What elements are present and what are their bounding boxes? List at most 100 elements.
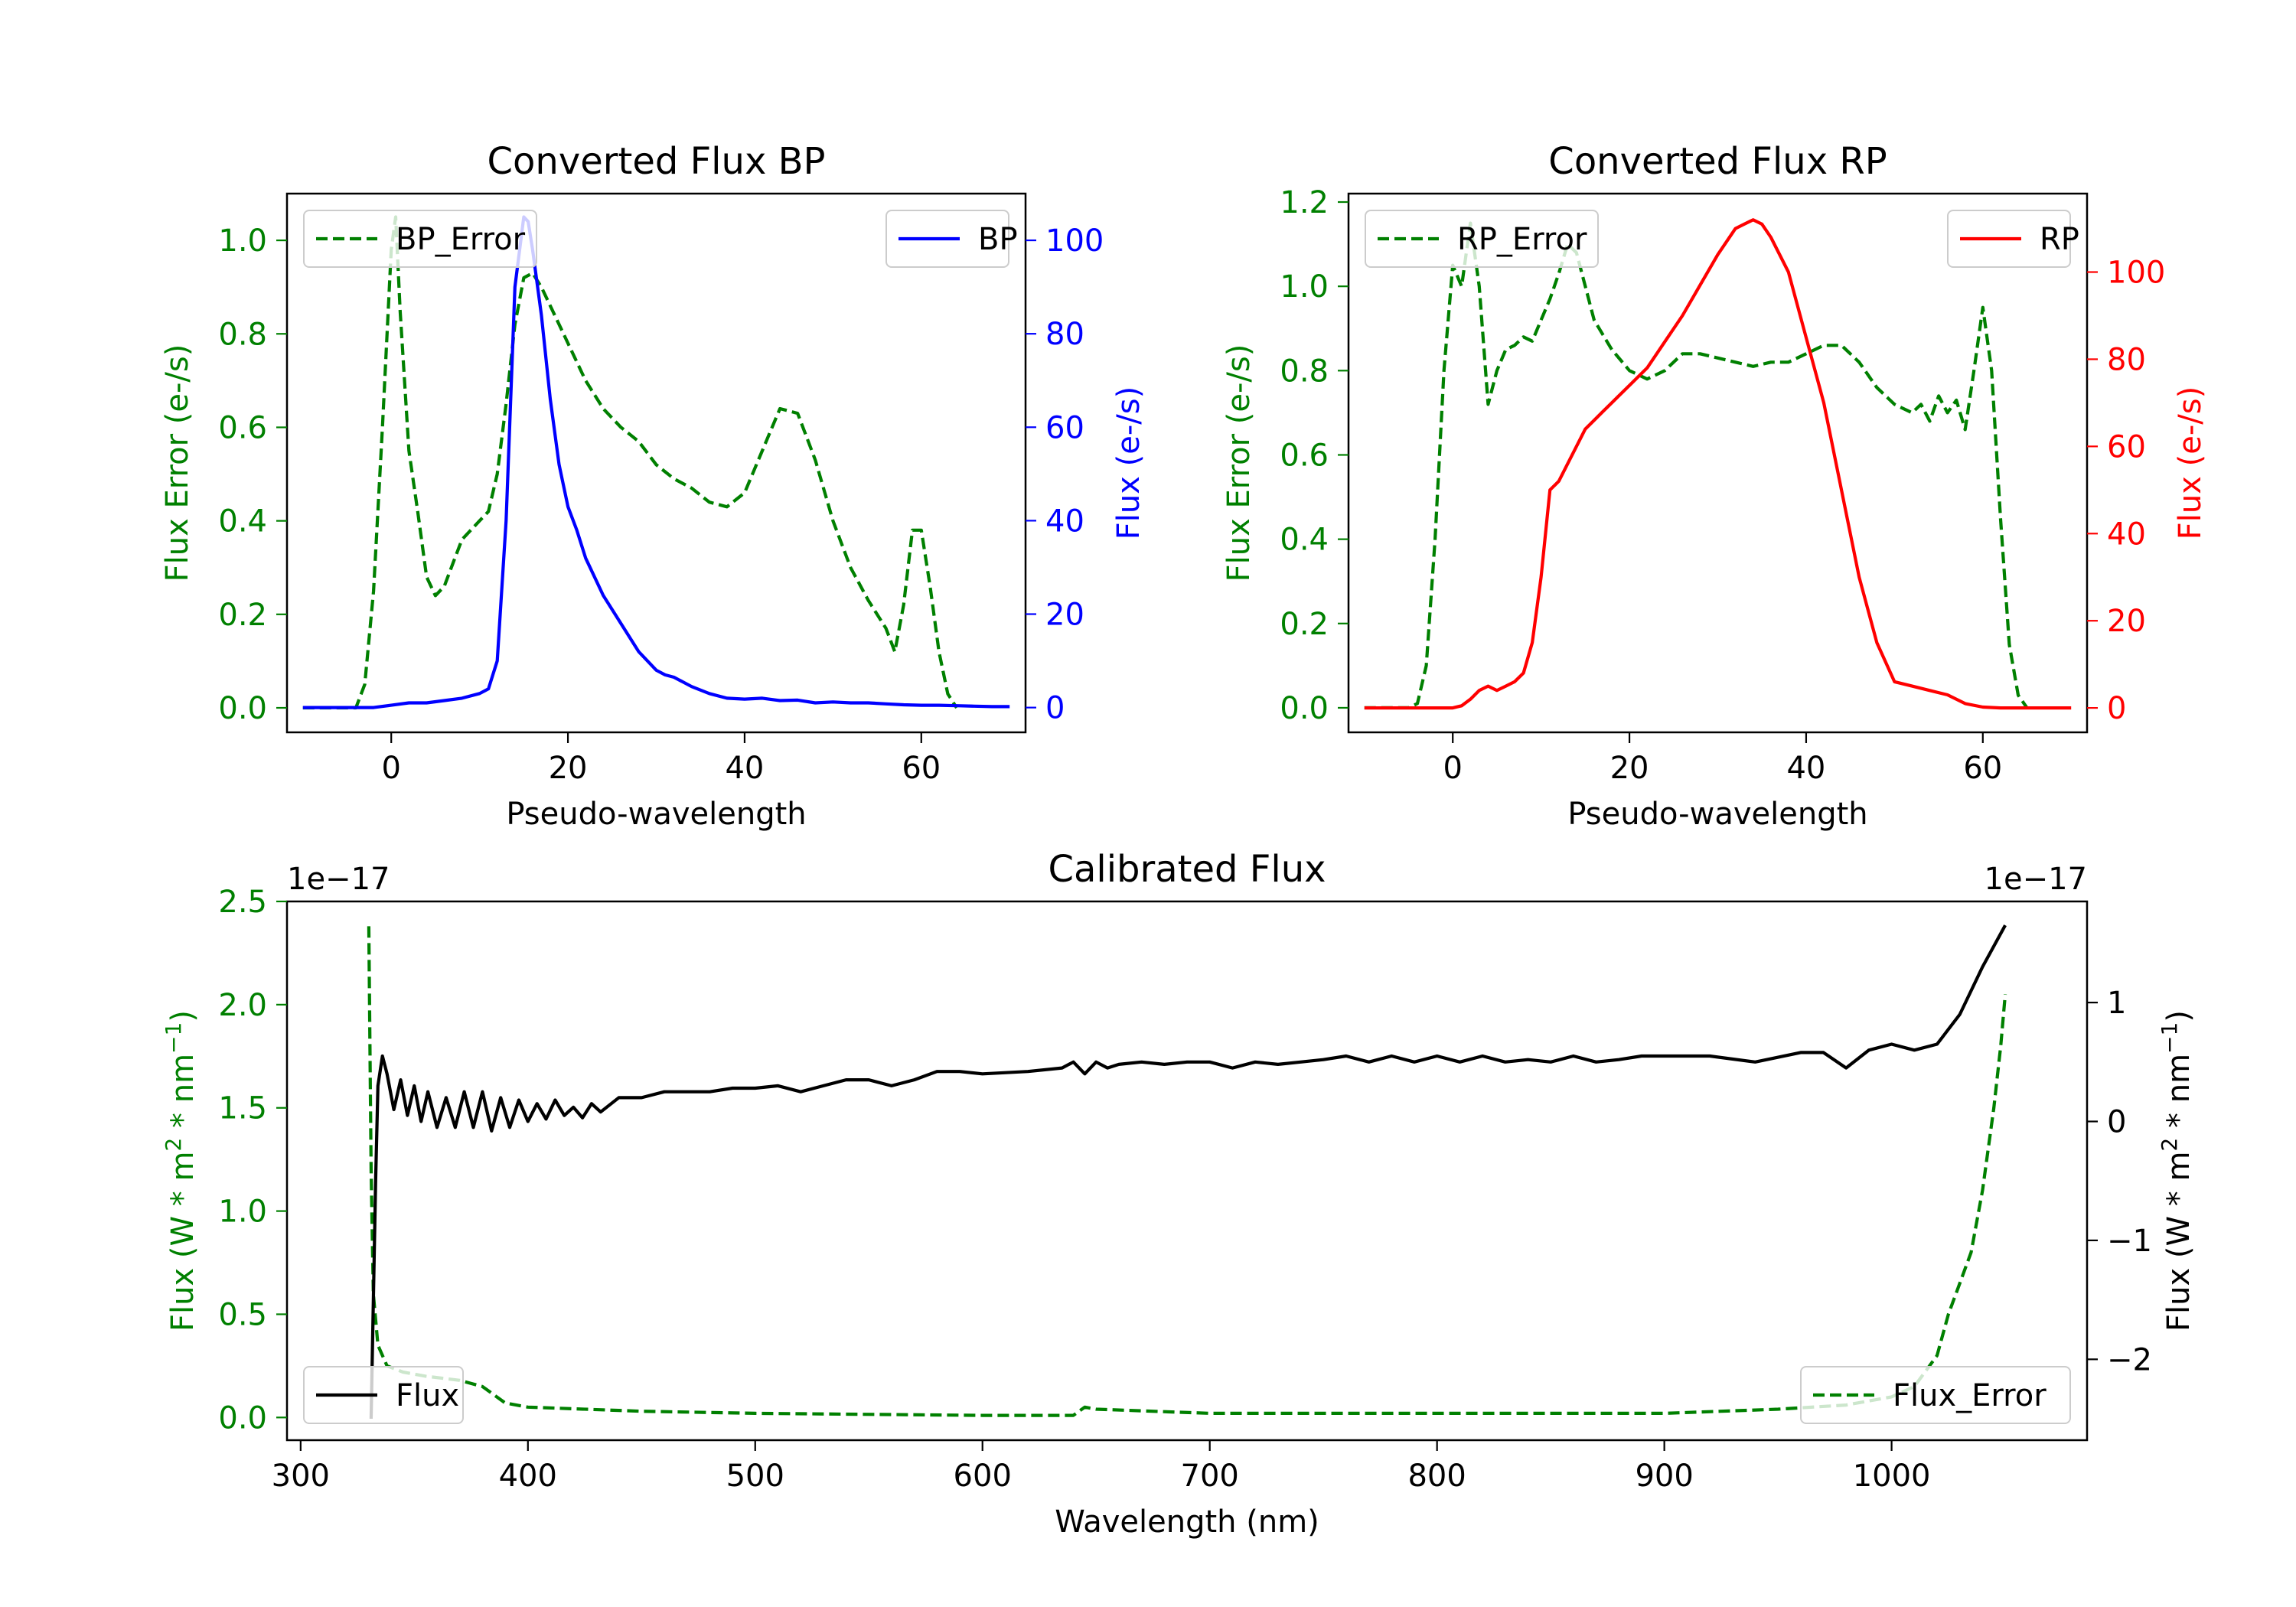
right-y-tick-label: 0 bbox=[2107, 1105, 2126, 1140]
legend-label: BP bbox=[978, 222, 1018, 257]
axis-label-part: 2 bbox=[2157, 1138, 2182, 1152]
axis-label-part: −1 bbox=[161, 1022, 186, 1054]
legend-box bbox=[1800, 1366, 2071, 1424]
axes-frame bbox=[285, 192, 1027, 734]
right-y-tick-label: 20 bbox=[2107, 604, 2146, 639]
x-tick-label: 60 bbox=[1963, 751, 2002, 786]
legend-rp-error: RP_Error bbox=[1365, 210, 1599, 268]
right-y-tick-label: 80 bbox=[1045, 317, 1084, 352]
x-tick-label: 40 bbox=[1786, 751, 1825, 786]
left-y-axis-label: Flux (W * m2 * nm−1) bbox=[161, 1010, 201, 1332]
right-y-tick-label: 100 bbox=[2107, 256, 2165, 291]
legend-box bbox=[303, 210, 537, 268]
series-line-bp bbox=[302, 215, 1010, 709]
right-y-tick-label: 20 bbox=[1045, 598, 1084, 633]
right-y-axis-label: Flux (e-/s) bbox=[1111, 386, 1146, 539]
x-tick-label: 600 bbox=[954, 1459, 1012, 1494]
axis-label-part: ) bbox=[165, 1010, 201, 1022]
series-line-bp-error bbox=[302, 215, 958, 710]
x-axis-label: Wavelength (nm) bbox=[1055, 1504, 1319, 1540]
right-y-tick-label: 0 bbox=[2107, 691, 2126, 726]
x-axis-label: Pseudo-wavelength bbox=[506, 797, 806, 832]
chart-panel-1: 0 20 40 60 0.0 0.2 0.4 0.6 0.8 1.0 0 20 40 60 80 100 Con… bbox=[160, 140, 1146, 832]
left-y-tick-label: 2.0 bbox=[218, 988, 267, 1023]
legend-label: RP_Error bbox=[1457, 222, 1587, 257]
axis-label-part: Flux (W * m bbox=[165, 1152, 201, 1332]
x-tick-label: 700 bbox=[1181, 1459, 1239, 1494]
right-y-tick-label: 40 bbox=[2107, 517, 2146, 552]
left-y-tick-label: 0.6 bbox=[1280, 438, 1329, 473]
x-tick-label: 300 bbox=[272, 1459, 330, 1494]
left-y-tick-label: 1.5 bbox=[218, 1091, 267, 1126]
right-y-tick-label: 100 bbox=[1045, 223, 1104, 259]
left-y-tick-label: 0.0 bbox=[218, 1400, 267, 1436]
right-offset-text: 1e−17 bbox=[1985, 862, 2087, 897]
left-y-tick-label: 0.5 bbox=[218, 1297, 267, 1332]
legend-bp: BP bbox=[885, 210, 1018, 268]
left-y-tick-label: 0.4 bbox=[218, 504, 267, 539]
x-tick-label: 60 bbox=[902, 751, 941, 786]
left-y-tick-label: 0.2 bbox=[218, 598, 267, 633]
axis-label-part: * nm bbox=[2161, 1054, 2197, 1138]
legend-bp-error: BP_Error bbox=[303, 210, 537, 268]
legend-flux: Flux bbox=[303, 1366, 464, 1424]
chart-title: Calibrated Flux bbox=[1048, 848, 1326, 891]
right-y-tick-label: 60 bbox=[1045, 410, 1084, 445]
right-y-tick-label: 1 bbox=[2107, 986, 2126, 1021]
legend-label: Flux bbox=[396, 1378, 459, 1413]
x-tick-label: 20 bbox=[1610, 751, 1649, 786]
series-line-flux bbox=[369, 924, 2007, 1420]
right-y-tick-label: 0 bbox=[1045, 691, 1065, 726]
legend-rp: RP bbox=[1947, 210, 2079, 268]
axis-label-part: 2 bbox=[161, 1138, 186, 1152]
axis-label-part: ) bbox=[2161, 1010, 2197, 1022]
x-tick-label: 20 bbox=[549, 751, 588, 786]
x-tick-label: 800 bbox=[1407, 1459, 1466, 1494]
left-y-tick-label: 0.0 bbox=[218, 691, 267, 726]
series-line-rp bbox=[1364, 218, 2072, 710]
x-tick-label: 1000 bbox=[1853, 1459, 1931, 1494]
chart-title: Converted Flux RP bbox=[1548, 140, 1887, 183]
chart-panel-2: 0 20 40 60 0.0 0.2 0.4 0.6 0.8 1.0 1.2 0 20 40 60 80 100… bbox=[1221, 140, 2208, 832]
series-line-rp-error bbox=[1364, 221, 2029, 709]
left-y-tick-label: 0.8 bbox=[218, 317, 267, 352]
x-axis-label: Pseudo-wavelength bbox=[1567, 797, 1867, 832]
right-y-axis-label: Flux (W * m2 * nm−1) bbox=[2157, 1010, 2197, 1332]
left-y-tick-label: 0.4 bbox=[1280, 523, 1329, 558]
x-tick-label: 400 bbox=[499, 1459, 557, 1494]
legend-label: RP bbox=[2040, 222, 2079, 257]
left-y-tick-label: 0.8 bbox=[1280, 354, 1329, 389]
legend-label: Flux_Error bbox=[1893, 1378, 2047, 1413]
right-y-tick-label: 60 bbox=[2107, 429, 2146, 464]
right-y-tick-label: 80 bbox=[2107, 342, 2146, 377]
legend-box bbox=[303, 1366, 464, 1424]
axis-label-part: * nm bbox=[165, 1054, 201, 1138]
right-y-axis-label: Flux (e-/s) bbox=[2173, 386, 2208, 539]
left-y-axis-label: Flux Error (e-/s) bbox=[160, 344, 195, 582]
axis-label-part: −1 bbox=[2157, 1022, 2182, 1054]
axes-frame bbox=[1347, 192, 2089, 734]
legend-flux-error: Flux_Error bbox=[1800, 1366, 2071, 1424]
left-y-axis-label: Flux Error (e-/s) bbox=[1221, 344, 1257, 582]
left-y-tick-label: 0.2 bbox=[1280, 607, 1329, 642]
axes-frame bbox=[285, 900, 2089, 1442]
left-y-tick-label: 0.6 bbox=[218, 410, 267, 445]
axis-label-part: Flux (W * m bbox=[2161, 1152, 2197, 1332]
x-tick-label: 0 bbox=[381, 751, 400, 786]
left-y-tick-label: 1.2 bbox=[1280, 185, 1329, 220]
right-y-tick-label: 40 bbox=[1045, 504, 1084, 539]
chart-title: Converted Flux BP bbox=[488, 140, 826, 183]
legend-label: BP_Error bbox=[396, 222, 526, 257]
x-tick-label: 900 bbox=[1635, 1459, 1693, 1494]
chart-panel-3: 300 400 500 600 700 800 900 1000 0.0 0.5 1.0 1.5 2.0… bbox=[161, 848, 2197, 1540]
left-y-tick-label: 1.0 bbox=[218, 223, 267, 259]
left-y-tick-label: 1.0 bbox=[1280, 269, 1329, 305]
left-y-tick-label: 2.5 bbox=[218, 885, 267, 920]
legend-box bbox=[1365, 210, 1599, 268]
left-y-tick-label: 0.0 bbox=[1280, 691, 1329, 726]
x-tick-label: 0 bbox=[1443, 751, 1462, 786]
left-y-tick-label: 1.0 bbox=[218, 1195, 267, 1230]
x-tick-label: 40 bbox=[725, 751, 764, 786]
left-offset-text: 1e−17 bbox=[287, 862, 390, 897]
